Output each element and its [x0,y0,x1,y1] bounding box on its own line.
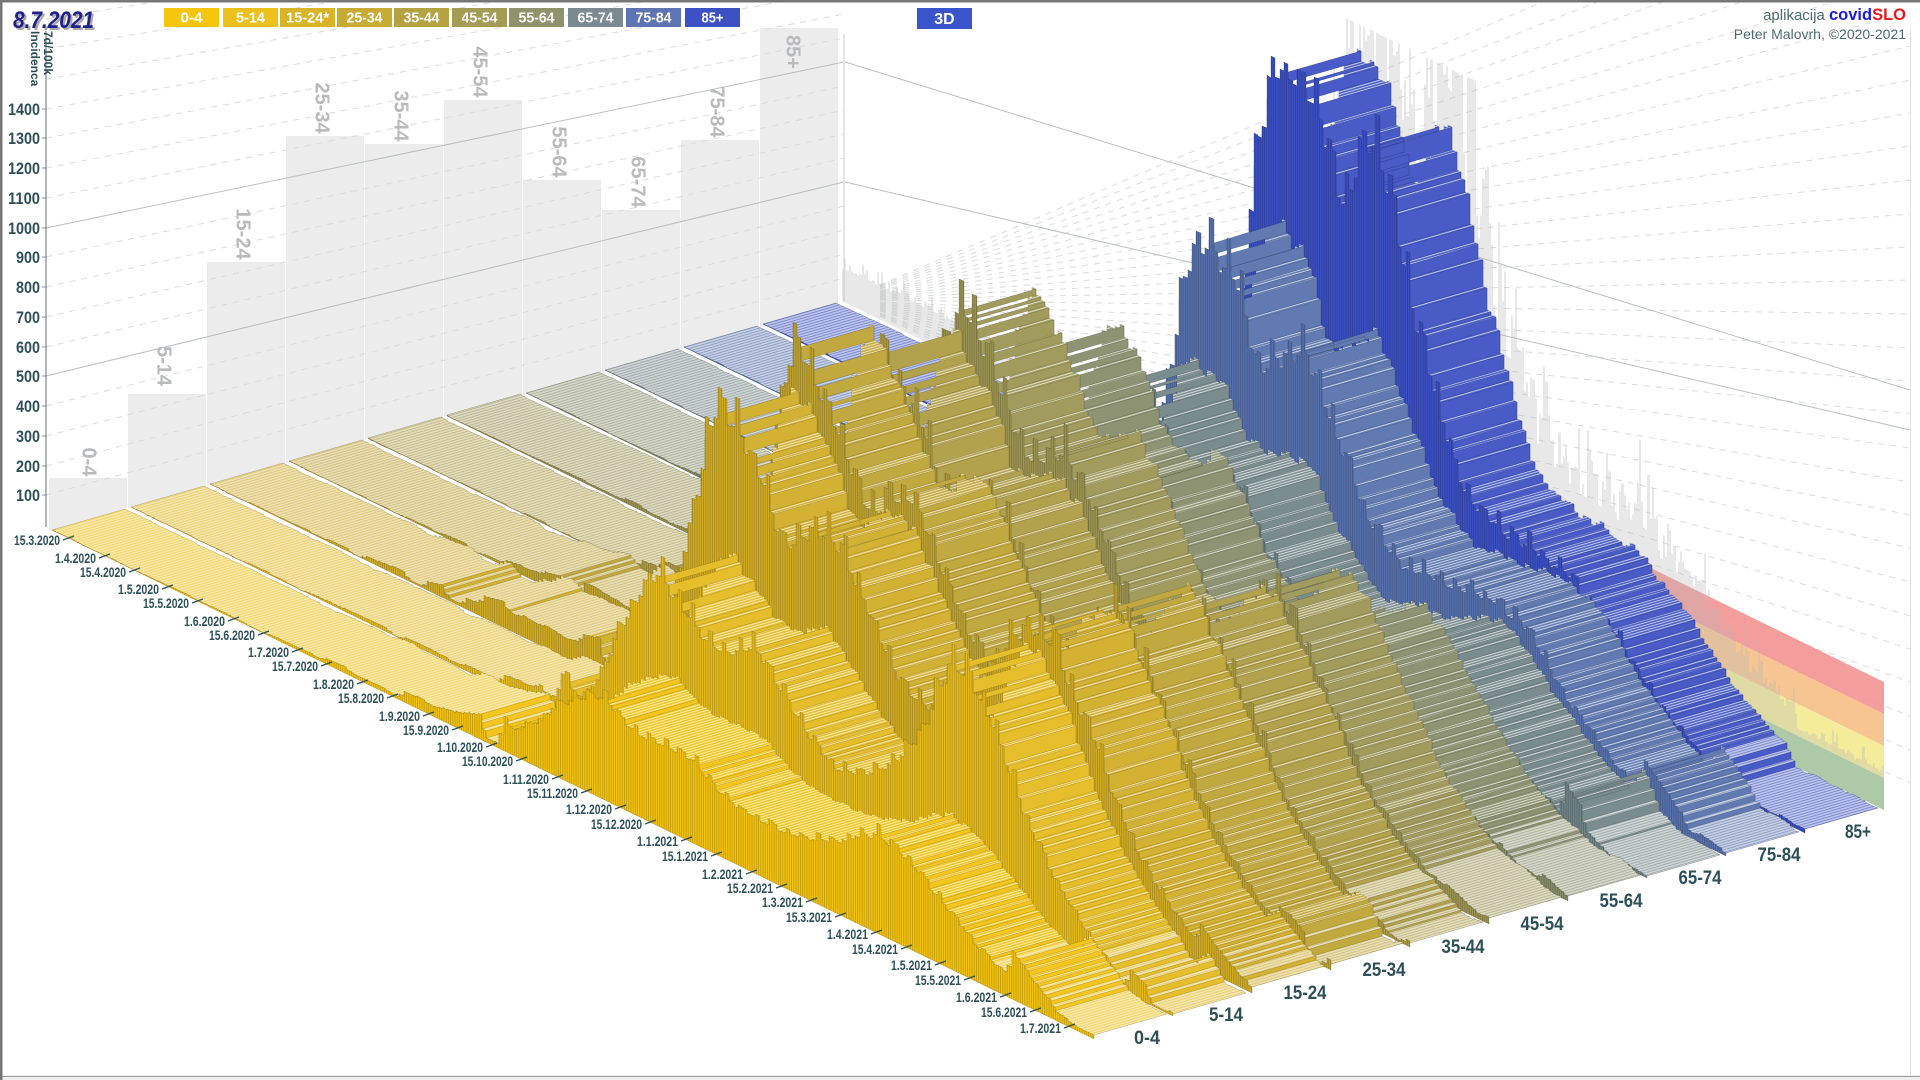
svg-text:aplikacija covidSLO: aplikacija covidSLO [1763,6,1906,24]
svg-text:0-4: 0-4 [78,448,100,478]
svg-text:1.10.2020: 1.10.2020 [437,739,483,755]
svg-text:1.4.2021: 1.4.2021 [827,926,868,942]
svg-text:75-84: 75-84 [1758,845,1801,866]
svg-text:Incidenca: Incidenca [28,31,42,87]
svg-text:0-4: 0-4 [1134,1028,1160,1049]
svg-text:35-44: 35-44 [390,90,412,142]
svg-text:8.7.2021: 8.7.2021 [15,9,96,36]
svg-text:200: 200 [16,457,40,476]
svg-text:15.12.2020: 15.12.2020 [591,816,642,832]
svg-text:800: 800 [16,278,40,297]
svg-text:15.2.2021: 15.2.2021 [727,880,773,896]
svg-text:0-4: 0-4 [181,10,204,27]
svg-text:400: 400 [16,397,40,416]
svg-text:1.3.2021: 1.3.2021 [762,894,803,910]
svg-text:15-24*: 15-24* [286,10,329,27]
svg-text:15.9.2020: 15.9.2020 [403,722,449,738]
svg-text:15.5.2021: 15.5.2021 [915,972,961,988]
svg-text:1.5.2021: 1.5.2021 [891,957,932,973]
svg-text:25-34: 25-34 [1363,960,1406,981]
svg-text:5-14: 5-14 [1209,1005,1243,1026]
svg-text:1000: 1000 [8,219,40,238]
svg-text:45-54: 45-54 [469,46,491,98]
svg-text:45-54: 45-54 [1521,914,1564,935]
svg-text:Peter Malovrh, ©2020-2021: Peter Malovrh, ©2020-2021 [1734,26,1906,42]
svg-text:65-74: 65-74 [1679,868,1722,889]
svg-text:35-44: 35-44 [1442,937,1485,958]
svg-text:75-84: 75-84 [636,10,673,27]
svg-text:100: 100 [16,486,40,505]
svg-text:65-74: 65-74 [627,156,649,208]
svg-text:1.6.2020: 1.6.2020 [184,613,225,629]
svg-text:15.5.2020: 15.5.2020 [143,595,189,611]
svg-text:65-74: 65-74 [578,10,615,27]
svg-text:1.4.2020: 1.4.2020 [55,550,96,566]
svg-text:15.6.2021: 15.6.2021 [981,1004,1027,1020]
svg-text:25-34: 25-34 [311,82,333,134]
svg-text:15-24: 15-24 [1284,983,1327,1004]
svg-text:15.3.2021: 15.3.2021 [786,909,832,925]
svg-text:1.7.2021: 1.7.2021 [1020,1020,1061,1036]
svg-text:5-14: 5-14 [236,10,266,27]
svg-text:1.1.2021: 1.1.2021 [637,833,678,849]
svg-text:85+: 85+ [702,10,724,27]
svg-text:900: 900 [16,248,40,267]
svg-text:700: 700 [16,308,40,327]
svg-text:500: 500 [16,367,40,386]
svg-text:1.6.2021: 1.6.2021 [956,989,997,1005]
svg-text:85+: 85+ [782,35,804,69]
svg-text:1.11.2020: 1.11.2020 [503,771,549,787]
svg-text:15.4.2021: 15.4.2021 [852,941,898,957]
svg-text:7d/100k: 7d/100k [41,31,55,75]
svg-text:1.8.2020: 1.8.2020 [313,676,354,692]
svg-text:600: 600 [16,338,40,357]
svg-text:1.9.2020: 1.9.2020 [379,708,420,724]
svg-text:15-24: 15-24 [232,208,254,260]
svg-text:1.2.2021: 1.2.2021 [702,866,743,882]
svg-text:15.4.2020: 15.4.2020 [80,564,126,580]
svg-text:85+: 85+ [1845,822,1871,843]
svg-text:35-44: 35-44 [404,10,441,27]
svg-text:25-34: 25-34 [347,10,384,27]
svg-text:15.11.2020: 15.11.2020 [527,785,578,801]
svg-text:1200: 1200 [8,159,40,178]
svg-text:15.3.2020: 15.3.2020 [14,532,60,548]
svg-text:75-84: 75-84 [706,86,728,138]
svg-text:15.7.2020: 15.7.2020 [272,658,318,674]
svg-text:15.10.2020: 15.10.2020 [462,753,513,769]
svg-text:55-64: 55-64 [548,126,570,178]
svg-text:55-64: 55-64 [519,10,556,27]
svg-text:1.12.2020: 1.12.2020 [566,801,612,817]
svg-text:300: 300 [16,427,40,446]
svg-text:1100: 1100 [8,189,40,208]
svg-text:1.5.2020: 1.5.2020 [118,581,159,597]
svg-text:1300: 1300 [8,129,40,148]
svg-text:8.7.2021: 8.7.2021 [13,7,94,34]
svg-text:55-64: 55-64 [1600,891,1643,912]
svg-text:15.6.2020: 15.6.2020 [209,627,255,643]
svg-text:15.8.2020: 15.8.2020 [338,690,384,706]
svg-text:3D: 3D [934,11,954,28]
svg-text:5-14: 5-14 [153,346,175,387]
svg-text:15.1.2021: 15.1.2021 [662,848,708,864]
svg-text:1.7.2020: 1.7.2020 [248,644,289,660]
svg-text:45-54: 45-54 [462,10,499,27]
svg-text:1400: 1400 [8,100,40,119]
